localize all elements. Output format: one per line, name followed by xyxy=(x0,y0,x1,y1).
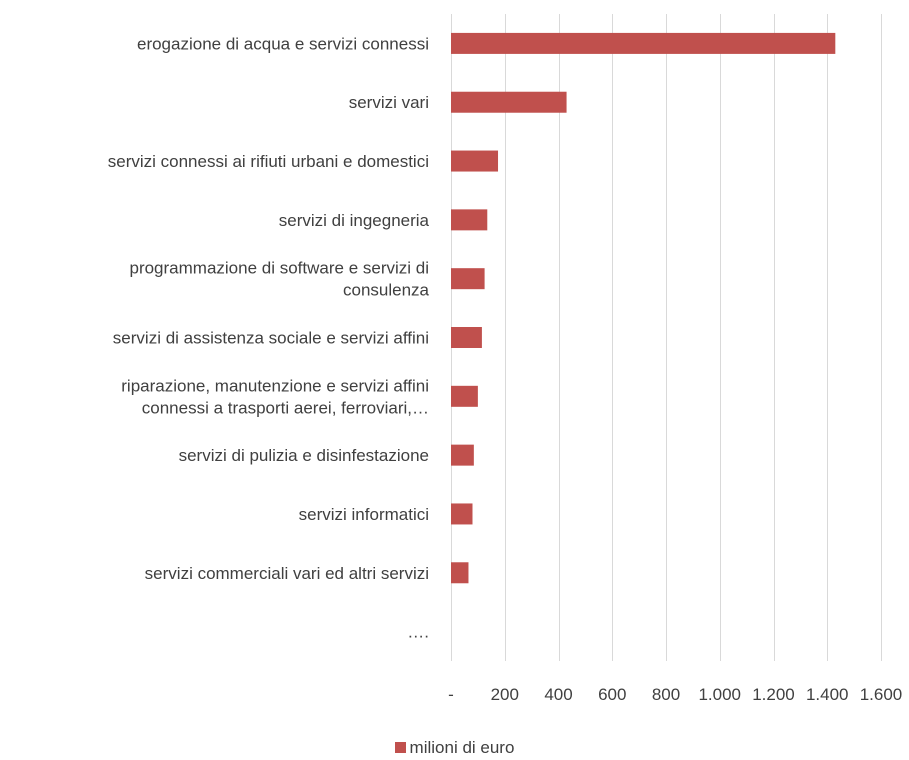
category-label-3: servizi di ingegneria xyxy=(279,211,430,230)
x-tick-label-6: 1.200 xyxy=(752,685,795,704)
bar-2 xyxy=(451,150,499,172)
bar-8 xyxy=(451,503,473,525)
category-label-9: servizi commerciali vari ed altri serviz… xyxy=(145,564,429,583)
x-tick-label-8: 1.600 xyxy=(860,685,903,704)
category-label-6-line-1: connessi a trasporti aerei, ferroviari,… xyxy=(142,398,429,417)
bar-4 xyxy=(451,268,485,290)
x-tick-label-3: 600 xyxy=(598,685,626,704)
category-label-2: servizi connessi ai rifiuti urbani e dom… xyxy=(108,152,429,171)
x-tick-label-2: 400 xyxy=(544,685,572,704)
category-label-0: erogazione di acqua e servizi connessi xyxy=(137,34,429,53)
bar-6 xyxy=(451,385,478,407)
bar-1 xyxy=(451,91,567,113)
legend: milioni di euro xyxy=(0,738,909,758)
category-label-7: servizi di pulizia e disinfestazione xyxy=(179,446,429,465)
bar-7 xyxy=(451,444,474,466)
x-tick-label-0: - xyxy=(448,685,454,704)
bar-3 xyxy=(451,209,488,231)
bar-5 xyxy=(451,327,482,348)
legend-label: milioni di euro xyxy=(409,738,515,757)
category-label-4-line-0: programmazione di software e servizi di xyxy=(129,259,429,278)
bar-0 xyxy=(451,32,836,54)
category-label-4-line-1: consulenza xyxy=(343,281,430,300)
category-label-5: servizi di assistenza sociale e servizi … xyxy=(113,329,429,348)
x-tick-label-5: 1.000 xyxy=(698,685,741,704)
category-label-8: servizi informatici xyxy=(299,505,429,524)
category-label-1: servizi vari xyxy=(349,93,429,112)
category-label-6-line-0: riparazione, manutenzione e servizi affi… xyxy=(121,376,429,395)
x-tick-label-7: 1.400 xyxy=(806,685,849,704)
x-tick-label-4: 800 xyxy=(652,685,680,704)
x-tick-label-1: 200 xyxy=(491,685,519,704)
legend-swatch xyxy=(394,742,406,753)
category-label-10: …. xyxy=(407,623,429,642)
bar-9 xyxy=(451,562,469,584)
